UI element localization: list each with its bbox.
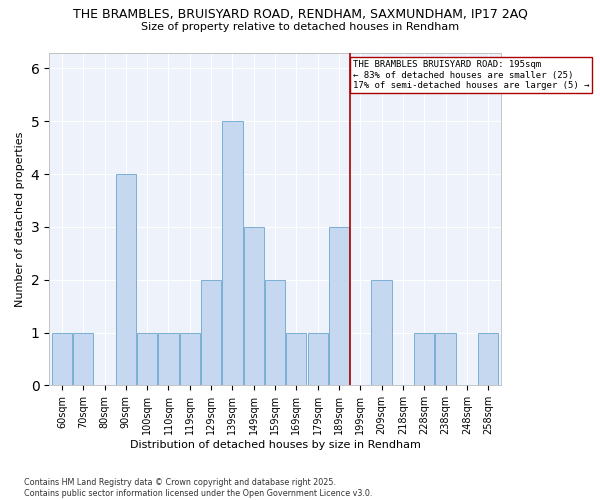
Bar (158, 332, 179, 386)
Bar (265, 280, 285, 386)
Bar (137, 332, 157, 386)
Bar (436, 332, 455, 386)
X-axis label: Distribution of detached houses by size in Rendham: Distribution of detached houses by size … (130, 440, 421, 450)
Text: THE BRAMBLES, BRUISYARD ROAD, RENDHAM, SAXMUNDHAM, IP17 2AQ: THE BRAMBLES, BRUISYARD ROAD, RENDHAM, S… (73, 8, 527, 20)
Bar (478, 332, 498, 386)
Bar (73, 332, 94, 386)
Text: THE BRAMBLES BRUISYARD ROAD: 195sqm
← 83% of detached houses are smaller (25)
17: THE BRAMBLES BRUISYARD ROAD: 195sqm ← 83… (353, 60, 589, 90)
Bar (286, 332, 307, 386)
Bar (179, 332, 200, 386)
Bar (52, 332, 72, 386)
Text: Contains HM Land Registry data © Crown copyright and database right 2025.
Contai: Contains HM Land Registry data © Crown c… (24, 478, 373, 498)
Bar (244, 227, 264, 386)
Text: Size of property relative to detached houses in Rendham: Size of property relative to detached ho… (141, 22, 459, 32)
Y-axis label: Number of detached properties: Number of detached properties (15, 131, 25, 306)
Bar (223, 121, 242, 386)
Bar (414, 332, 434, 386)
Bar (371, 280, 392, 386)
Bar (116, 174, 136, 386)
Bar (201, 280, 221, 386)
Bar (329, 227, 349, 386)
Bar (308, 332, 328, 386)
